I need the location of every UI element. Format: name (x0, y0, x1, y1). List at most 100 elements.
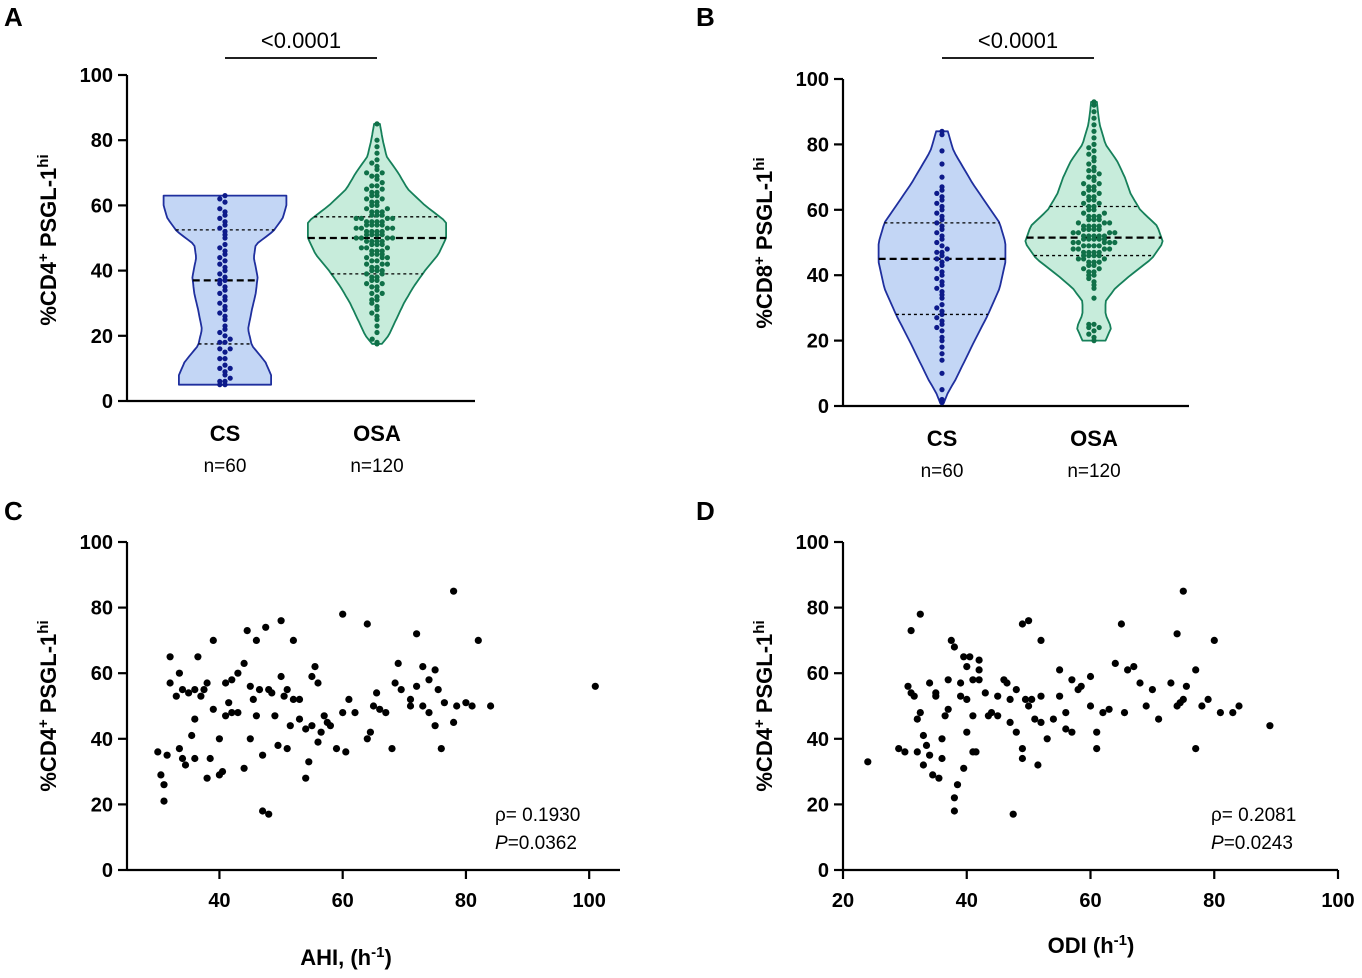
panel-a-cs-point (222, 349, 228, 355)
panel-b-violin-chart: <0.0001 %CD8+ PSGL-1hi 0 20 40 60 80 100 CS n=… (751, 28, 1189, 482)
panel-a-cs-point (227, 375, 233, 381)
panel-a-osa-point (369, 219, 375, 225)
panel-c-point (191, 754, 199, 763)
panel-c-point (345, 695, 353, 704)
panel-b-osa-point (1081, 190, 1087, 196)
panel-d-point (932, 689, 940, 697)
panel-d-point (1018, 745, 1026, 753)
panel-a-osa-point (374, 323, 380, 329)
panel-c-point (191, 686, 199, 694)
panel-b-osa-point (1101, 210, 1107, 216)
panel-c-point (194, 653, 202, 661)
panel-d-point (950, 794, 959, 802)
panel-d-point (1204, 695, 1212, 704)
panel-d-point (1037, 636, 1045, 645)
panel-b-cs-point (939, 387, 945, 393)
panel-a-cs-point (227, 346, 233, 352)
panel-a-osa-point (374, 150, 380, 156)
panel-b-cs-point (944, 246, 950, 252)
panel-a-y-tick-label: 100 (80, 65, 113, 87)
panel-a-osa-point (374, 284, 380, 290)
panel-d-point (1009, 810, 1017, 818)
panel-d-point (1086, 702, 1095, 710)
panel-a-osa-point (364, 255, 370, 261)
panel-a-cs-point (217, 215, 223, 221)
panel-c-x-tick-label: 100 (573, 890, 606, 912)
panel-b-osa-point (1086, 321, 1092, 327)
panel-a-cs-point (222, 219, 228, 225)
panel-c-point (295, 715, 304, 723)
panel-d-x-axis-label: ODI (h-1) (1048, 932, 1135, 959)
panel-b-osa-point (1112, 230, 1118, 236)
panel-b-osa-point (1086, 223, 1092, 229)
panel-c-y-tick-label: 20 (91, 794, 113, 816)
panel-a-osa-point (379, 281, 385, 287)
panel-b-cs-point (934, 305, 940, 311)
panel-a-osa-point (369, 284, 375, 290)
panel-c-point (271, 712, 279, 720)
panel-b-cs-point (939, 233, 945, 239)
panel-a-osa-point (369, 238, 375, 244)
panel-b-osa-point (1086, 249, 1092, 255)
panel-a-osa-point (374, 228, 380, 235)
panel-a-osa-point (364, 238, 370, 244)
panel-b-osa-point (1086, 233, 1092, 239)
panel-a-osa-point (374, 303, 380, 310)
panel-a-significance-label: <0.0001 (261, 28, 341, 53)
panel-d-point (1012, 686, 1020, 694)
panel-d-point (947, 636, 955, 645)
panel-a-cs-point (217, 365, 223, 371)
panel-a-osa-point (384, 245, 390, 251)
panel-a-cs-point (227, 336, 233, 342)
panel-a-osa-point (364, 219, 370, 225)
panel-c-point (160, 781, 168, 789)
panel-a-y-tick-label: 40 (91, 261, 113, 283)
panel-a-osa-point (384, 261, 390, 267)
panel-c-point (339, 610, 347, 618)
panel-b-osa-point (1107, 230, 1113, 236)
panel-b-y-tick-label: 0 (818, 396, 829, 418)
panel-a-cs-point (222, 339, 228, 345)
panel-a-osa-point (353, 215, 359, 221)
panel-b-y-tick-label: 100 (796, 69, 829, 91)
panel-c-point (289, 636, 297, 645)
panel-a-cs-point (222, 199, 228, 205)
panel-a-osa-point (379, 248, 385, 254)
panel-a-osa-point (364, 186, 370, 192)
panel-a-osa-point (369, 310, 375, 316)
panel-c-point (252, 712, 260, 720)
panel-a-osa-point (364, 196, 370, 202)
panel-d-point (1266, 722, 1274, 730)
panel-a-cs-point (217, 261, 223, 267)
panel-c-point (342, 748, 350, 756)
panel-d-point (950, 643, 959, 651)
panel-b-cs-point (939, 194, 945, 200)
panel-d-point (913, 748, 921, 756)
panel-d-point (1006, 695, 1014, 704)
panel-a-cs-point (222, 264, 228, 270)
panel-c-point (406, 695, 415, 704)
panel-d-point (1105, 705, 1113, 713)
panel-d-x-tick-label: 20 (832, 890, 854, 912)
panel-b-letter: B (696, 2, 715, 32)
panel-c-point (200, 686, 208, 694)
panel-c-point (209, 705, 217, 713)
panel-d-point (1049, 715, 1057, 723)
panel-a-osa-point (369, 290, 375, 296)
panel-a-cs-point (222, 241, 228, 248)
panel-c-point (419, 663, 427, 671)
panel-d-y-axis: 0 20 40 60 80 100 (796, 532, 845, 882)
panel-a-osa-point (353, 225, 359, 231)
panel-c-point (265, 810, 273, 818)
panel-c-point (308, 672, 316, 681)
panel-b-cs-point (939, 279, 945, 285)
panel-c-point (178, 754, 187, 763)
panel-c-point (277, 617, 285, 625)
panel-d-y-tick-label: 100 (796, 532, 829, 554)
panel-a-cs-point (217, 339, 223, 345)
panel-a-cs-point (222, 356, 228, 362)
panel-c-point (419, 702, 427, 710)
panel-c-point (175, 745, 183, 753)
panel-c-point (326, 722, 334, 730)
panel-a-osa-point (384, 255, 390, 261)
